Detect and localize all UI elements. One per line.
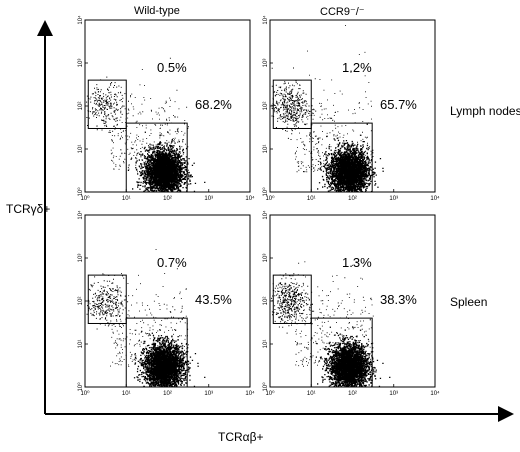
- x-tick-label: 10⁰: [265, 390, 275, 397]
- gamma-delta-percentage: 1.2%: [342, 60, 372, 75]
- y-tick-label: 10³: [78, 59, 84, 68]
- gamma-delta-gate: [87, 274, 127, 324]
- y-tick-label: 10⁰: [262, 187, 269, 197]
- x-tick-label: 10²: [163, 196, 172, 202]
- x-tick-label: 10⁴: [245, 195, 255, 202]
- x-tick-label: 10¹: [307, 391, 316, 397]
- y-tick-label: 10⁴: [262, 210, 269, 220]
- x-tick-label: 10³: [389, 196, 398, 202]
- y-tick-label: 10¹: [263, 145, 269, 154]
- x-tick-label: 10³: [204, 391, 213, 397]
- gamma-delta-percentage: 0.5%: [157, 60, 187, 75]
- x-tick-label: 10⁰: [80, 195, 90, 202]
- x-tick-label: 10³: [204, 196, 213, 202]
- event-dots: [271, 25, 384, 193]
- x-tick-label: 10⁰: [80, 390, 90, 397]
- column-title-wild-type: Wild-type: [134, 5, 180, 17]
- y-axis-title: TCRγδ+: [6, 202, 51, 216]
- x-tick-label: 10⁴: [245, 390, 255, 397]
- y-tick-label: 10³: [263, 254, 269, 263]
- panel-0: 10⁰ 10¹ 10² 10³ 10⁴ 10⁰ 10¹ 10² 10³ 10⁴ 0.5% 68.2%: [77, 15, 255, 202]
- y-tick-label: 10²: [263, 297, 269, 306]
- x-tick-label: 10²: [348, 391, 357, 397]
- alpha-beta-gate: [310, 122, 373, 193]
- x-tick-label: 10²: [163, 391, 172, 397]
- alpha-beta-percentage: 68.2%: [195, 97, 232, 112]
- y-tick-label: 10²: [78, 102, 84, 111]
- gamma-delta-gate: [272, 274, 312, 324]
- y-tick-label: 10³: [78, 254, 84, 263]
- y-tick-label: 10²: [78, 297, 84, 306]
- x-tick-label: 10²: [348, 196, 357, 202]
- y-tick-label: 10²: [263, 102, 269, 111]
- y-tick-label: 10⁰: [77, 187, 84, 197]
- x-tick-label: 10⁰: [265, 195, 275, 202]
- event-dots: [86, 57, 206, 193]
- y-tick-label: 10¹: [78, 340, 84, 349]
- alpha-beta-gate: [125, 317, 188, 388]
- y-tick-label: 10⁰: [77, 382, 84, 392]
- x-tick-label: 10⁴: [430, 195, 440, 202]
- x-axis-title: TCRαβ+: [218, 430, 264, 444]
- x-tick-label: 10³: [389, 391, 398, 397]
- event-dots: [86, 249, 206, 388]
- y-tick-label: 10¹: [78, 145, 84, 154]
- row-label-spleen: Spleen: [450, 295, 488, 309]
- x-tick-label: 10¹: [122, 196, 131, 202]
- y-tick-label: 10¹: [263, 340, 269, 349]
- panel-2: 10⁰ 10¹ 10² 10³ 10⁴ 10⁰ 10¹ 10² 10³ 10⁴ 0.7% 43.5%: [77, 210, 255, 397]
- alpha-beta-percentage: 43.5%: [195, 292, 232, 307]
- gamma-delta-gate: [272, 79, 312, 129]
- y-tick-label: 10⁴: [77, 210, 84, 220]
- event-dots: [271, 261, 391, 388]
- y-tick-label: 10⁴: [262, 15, 269, 25]
- gamma-delta-percentage: 0.7%: [157, 255, 187, 270]
- alpha-beta-gate: [310, 317, 373, 388]
- gamma-delta-percentage: 1.3%: [342, 255, 372, 270]
- y-tick-label: 10⁴: [77, 15, 84, 25]
- x-tick-label: 10⁴: [430, 390, 440, 397]
- panel-3: 10⁰ 10¹ 10² 10³ 10⁴ 10⁰ 10¹ 10² 10³ 10⁴ 1.3% 38.3%: [262, 210, 440, 397]
- x-tick-label: 10¹: [307, 196, 316, 202]
- column-title-ccr9-knockout: CCR9⁻/⁻: [320, 6, 365, 18]
- x-tick-label: 10¹: [122, 391, 131, 397]
- alpha-beta-percentage: 65.7%: [380, 97, 417, 112]
- y-tick-label: 10⁰: [262, 382, 269, 392]
- panel-1: 10⁰ 10¹ 10² 10³ 10⁴ 10⁰ 10¹ 10² 10³ 10⁴ 1.2% 65.7%: [262, 15, 440, 202]
- gamma-delta-gate: [87, 79, 127, 129]
- alpha-beta-percentage: 38.3%: [380, 292, 417, 307]
- alpha-beta-gate: [125, 122, 188, 193]
- y-tick-label: 10³: [263, 59, 269, 68]
- row-label-lymph-nodes: Lymph nodes: [450, 104, 520, 118]
